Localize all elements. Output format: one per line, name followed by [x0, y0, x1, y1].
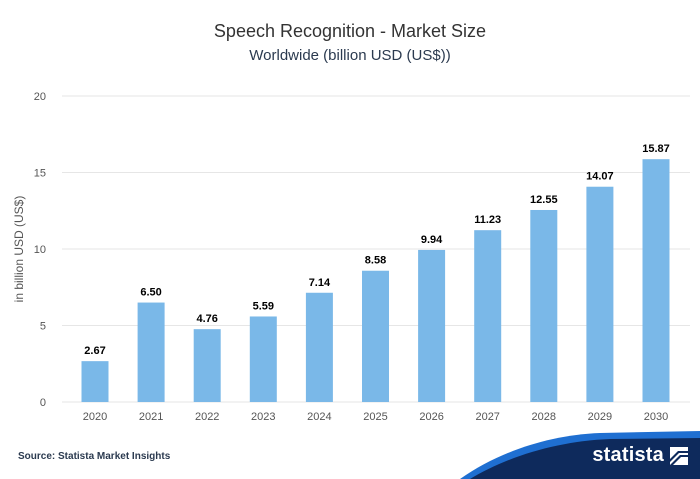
source-note: Source: Statista Market Insights	[18, 451, 171, 462]
bar-2023[interactable]	[249, 316, 277, 402]
data-label-2022: 4.76	[196, 313, 217, 325]
statista-logo-icon	[670, 447, 688, 465]
x-tick-label: 2028	[532, 411, 556, 423]
x-tick-label: 2023	[251, 411, 275, 423]
x-tick-label: 2022	[195, 411, 219, 423]
data-label-2025: 8.58	[365, 255, 386, 267]
x-tick-label: 2026	[419, 411, 443, 423]
data-label-2028: 12.55	[530, 194, 558, 206]
x-tick-label: 2021	[139, 411, 163, 423]
statista-logo[interactable]: statista	[460, 431, 700, 479]
bar-2020[interactable]	[81, 361, 109, 402]
x-tick-label: 2030	[644, 411, 668, 423]
x-tick-label: 2025	[363, 411, 387, 423]
bar-2024[interactable]	[305, 292, 333, 402]
x-tick-label: 2027	[475, 411, 499, 423]
chart-title: Speech Recognition - Market Size	[213, 21, 487, 41]
bar-2029[interactable]	[586, 186, 614, 402]
bar-2028[interactable]	[530, 209, 558, 402]
y-axis-label: in billion USD (US$)	[12, 196, 26, 303]
bar-2027[interactable]	[474, 230, 502, 402]
y-tick-label: 0	[40, 397, 46, 409]
data-label-2021: 6.50	[140, 287, 161, 299]
bar-2022[interactable]	[193, 329, 221, 402]
data-label-2030: 15.87	[642, 143, 670, 155]
x-axis-ticks: 2020 2021 2022 2023 2024 2025 2026 2027 2028 2029…	[83, 411, 668, 423]
bars	[81, 159, 670, 402]
bar-2030[interactable]	[642, 159, 670, 402]
data-labels: 2.67 6.50 4.76 5.59 7.14 8.58 9.94 11.23 12.55 14…	[84, 143, 669, 357]
y-tick-label: 15	[34, 168, 46, 180]
brand-name: statista	[592, 444, 664, 466]
y-tick-label: 20	[34, 91, 46, 103]
data-label-2027: 11.23	[474, 214, 501, 226]
y-axis-ticks: 0 5 10 15 20	[34, 91, 46, 409]
data-label-2020: 2.67	[84, 345, 105, 357]
y-tick-label: 5	[40, 321, 46, 333]
bar-2025[interactable]	[362, 270, 389, 402]
brand-wave-icon	[460, 431, 700, 479]
x-tick-label: 2029	[588, 411, 612, 423]
data-label-2029: 14.07	[586, 171, 614, 183]
y-tick-label: 10	[34, 244, 46, 256]
bar-2026[interactable]	[418, 249, 446, 402]
x-tick-label: 2024	[307, 411, 331, 423]
data-label-2023: 5.59	[253, 300, 274, 312]
x-tick-label: 2020	[83, 411, 107, 423]
data-label-2026: 9.94	[421, 234, 443, 246]
chart-subtitle: Worldwide (billion USD (US$))	[249, 47, 451, 64]
data-label-2024: 7.14	[309, 277, 331, 289]
bar-2021[interactable]	[137, 302, 165, 402]
